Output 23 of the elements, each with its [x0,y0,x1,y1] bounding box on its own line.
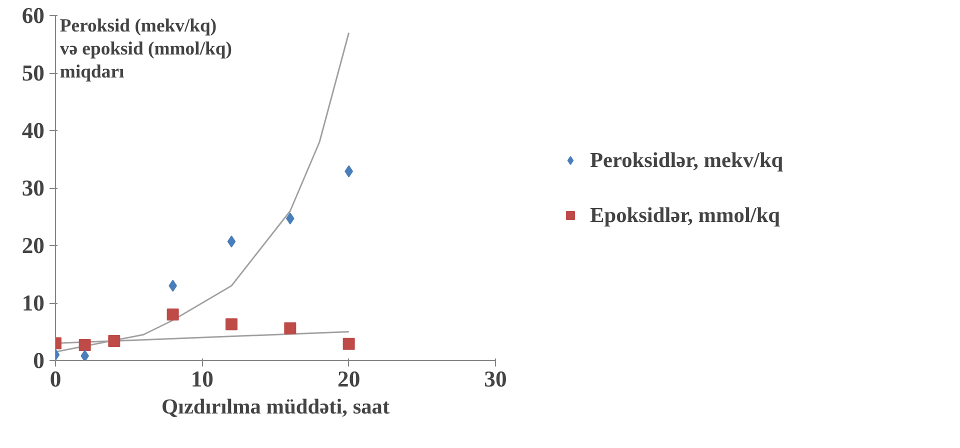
point [78,338,91,351]
legend-label: Peroksidlər, mekv/kq [590,148,784,172]
point [227,235,236,248]
point [80,350,89,360]
point [166,308,179,320]
y-tick-label: 10 [22,290,44,316]
x-tick-label: 0 [50,366,62,392]
legend-label: Epoksidlər, mmol/kq [590,202,780,228]
y-axis-title: Peroksid (mekv/kq) və epoksid (mmol/kq) miqdarı [60,16,232,83]
y-tick-label: 40 [22,118,44,143]
y-tick-label: 30 [22,176,44,200]
point [342,338,355,350]
x-axis-title: Qızdırılma müddəti, saat [161,394,390,418]
point [284,322,296,334]
x-tick-label: 10 [190,366,214,392]
x-tick-label: 30 [484,366,507,392]
y-tick-label: 60 [22,3,44,28]
x-tick-label: 20 [338,366,360,392]
y-tick-label: 50 [22,60,44,86]
point [108,334,120,347]
y-tick-label: 0 [33,348,44,373]
y-tick-label: 20 [22,233,44,258]
point [226,318,238,330]
